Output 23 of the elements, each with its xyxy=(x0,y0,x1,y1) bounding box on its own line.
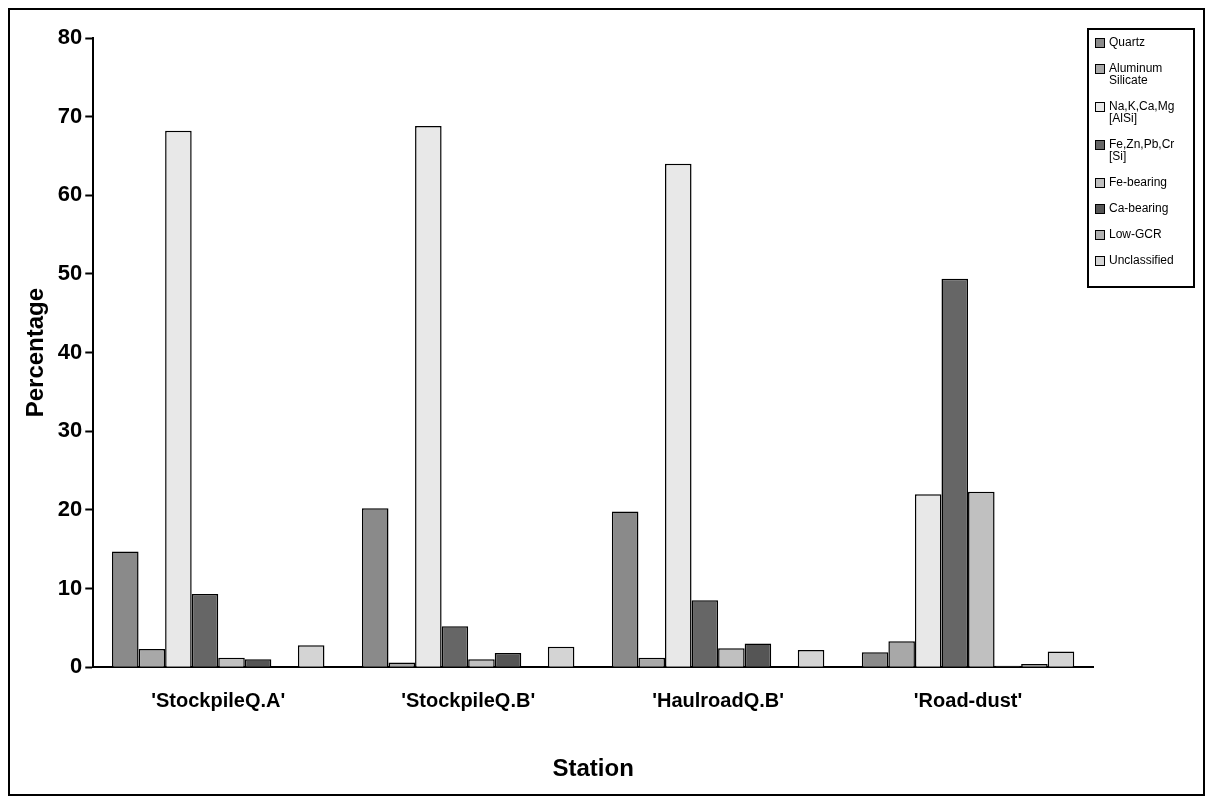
y-tick-label: 50 xyxy=(57,260,83,286)
x-tick-label: 'Road-dust' xyxy=(913,688,1023,711)
x-tick-label: 'StockpileQ.B' xyxy=(401,688,536,711)
y-tick-label: 70 xyxy=(57,102,83,128)
x-tick-label: 'StockpileQ.A' xyxy=(151,688,286,711)
legend-label: Quartz xyxy=(1109,35,1146,49)
y-tick-label: 80 xyxy=(57,24,83,50)
y-axis-title: Percentage xyxy=(21,287,49,418)
y-tick-label: 0 xyxy=(70,653,83,679)
y-tick-label: 10 xyxy=(57,574,83,600)
y-tick-label: 30 xyxy=(57,417,83,443)
x-tick-label: 'HaulroadQ.B' xyxy=(652,688,784,711)
legend-label: Fe,Zn,Pb,Cr [Si] xyxy=(1109,137,1176,163)
legend-label: Low-GCR xyxy=(1109,227,1162,241)
legend-label: Aluminum Silicate xyxy=(1109,61,1164,87)
legend-label: Fe-bearing xyxy=(1109,175,1168,189)
legend-label: Ca-bearing xyxy=(1109,201,1169,215)
legend-label: Unclassified xyxy=(1109,253,1174,267)
x-axis-title: Station xyxy=(552,754,634,782)
y-tick-label: 60 xyxy=(57,181,83,207)
y-tick-label: 20 xyxy=(57,495,83,521)
legend-label: Na,K,Ca,Mg [AlSi] xyxy=(1109,99,1176,125)
y-tick-label: 40 xyxy=(57,338,83,364)
